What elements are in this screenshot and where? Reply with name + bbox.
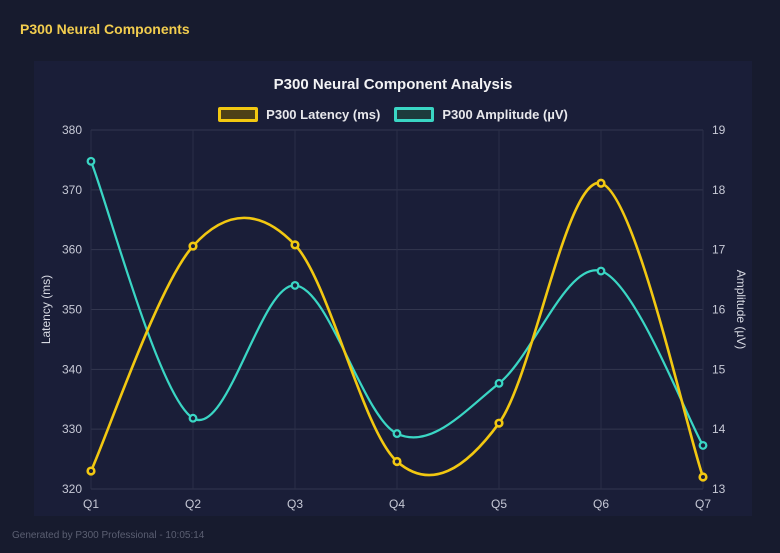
svg-text:14: 14 (712, 422, 726, 436)
svg-text:Q6: Q6 (593, 497, 609, 511)
svg-text:380: 380 (62, 123, 82, 137)
svg-text:340: 340 (62, 362, 82, 376)
svg-text:320: 320 (62, 482, 82, 496)
svg-text:Q7: Q7 (695, 497, 711, 511)
svg-text:Q5: Q5 (491, 497, 507, 511)
svg-text:350: 350 (62, 303, 82, 317)
svg-text:16: 16 (712, 303, 726, 317)
svg-text:Latency (ms): Latency (ms) (39, 275, 53, 344)
svg-text:15: 15 (712, 362, 726, 376)
svg-text:330: 330 (62, 422, 82, 436)
svg-text:Q1: Q1 (83, 497, 99, 511)
svg-text:19: 19 (712, 123, 726, 137)
svg-text:13: 13 (712, 482, 726, 496)
svg-text:Q2: Q2 (185, 497, 201, 511)
svg-text:17: 17 (712, 243, 726, 257)
svg-text:Q3: Q3 (287, 497, 303, 511)
svg-text:370: 370 (62, 183, 82, 197)
svg-text:18: 18 (712, 183, 726, 197)
svg-text:Q4: Q4 (389, 497, 405, 511)
svg-text:360: 360 (62, 243, 82, 257)
svg-text:Amplitude (µV): Amplitude (µV) (734, 270, 748, 350)
